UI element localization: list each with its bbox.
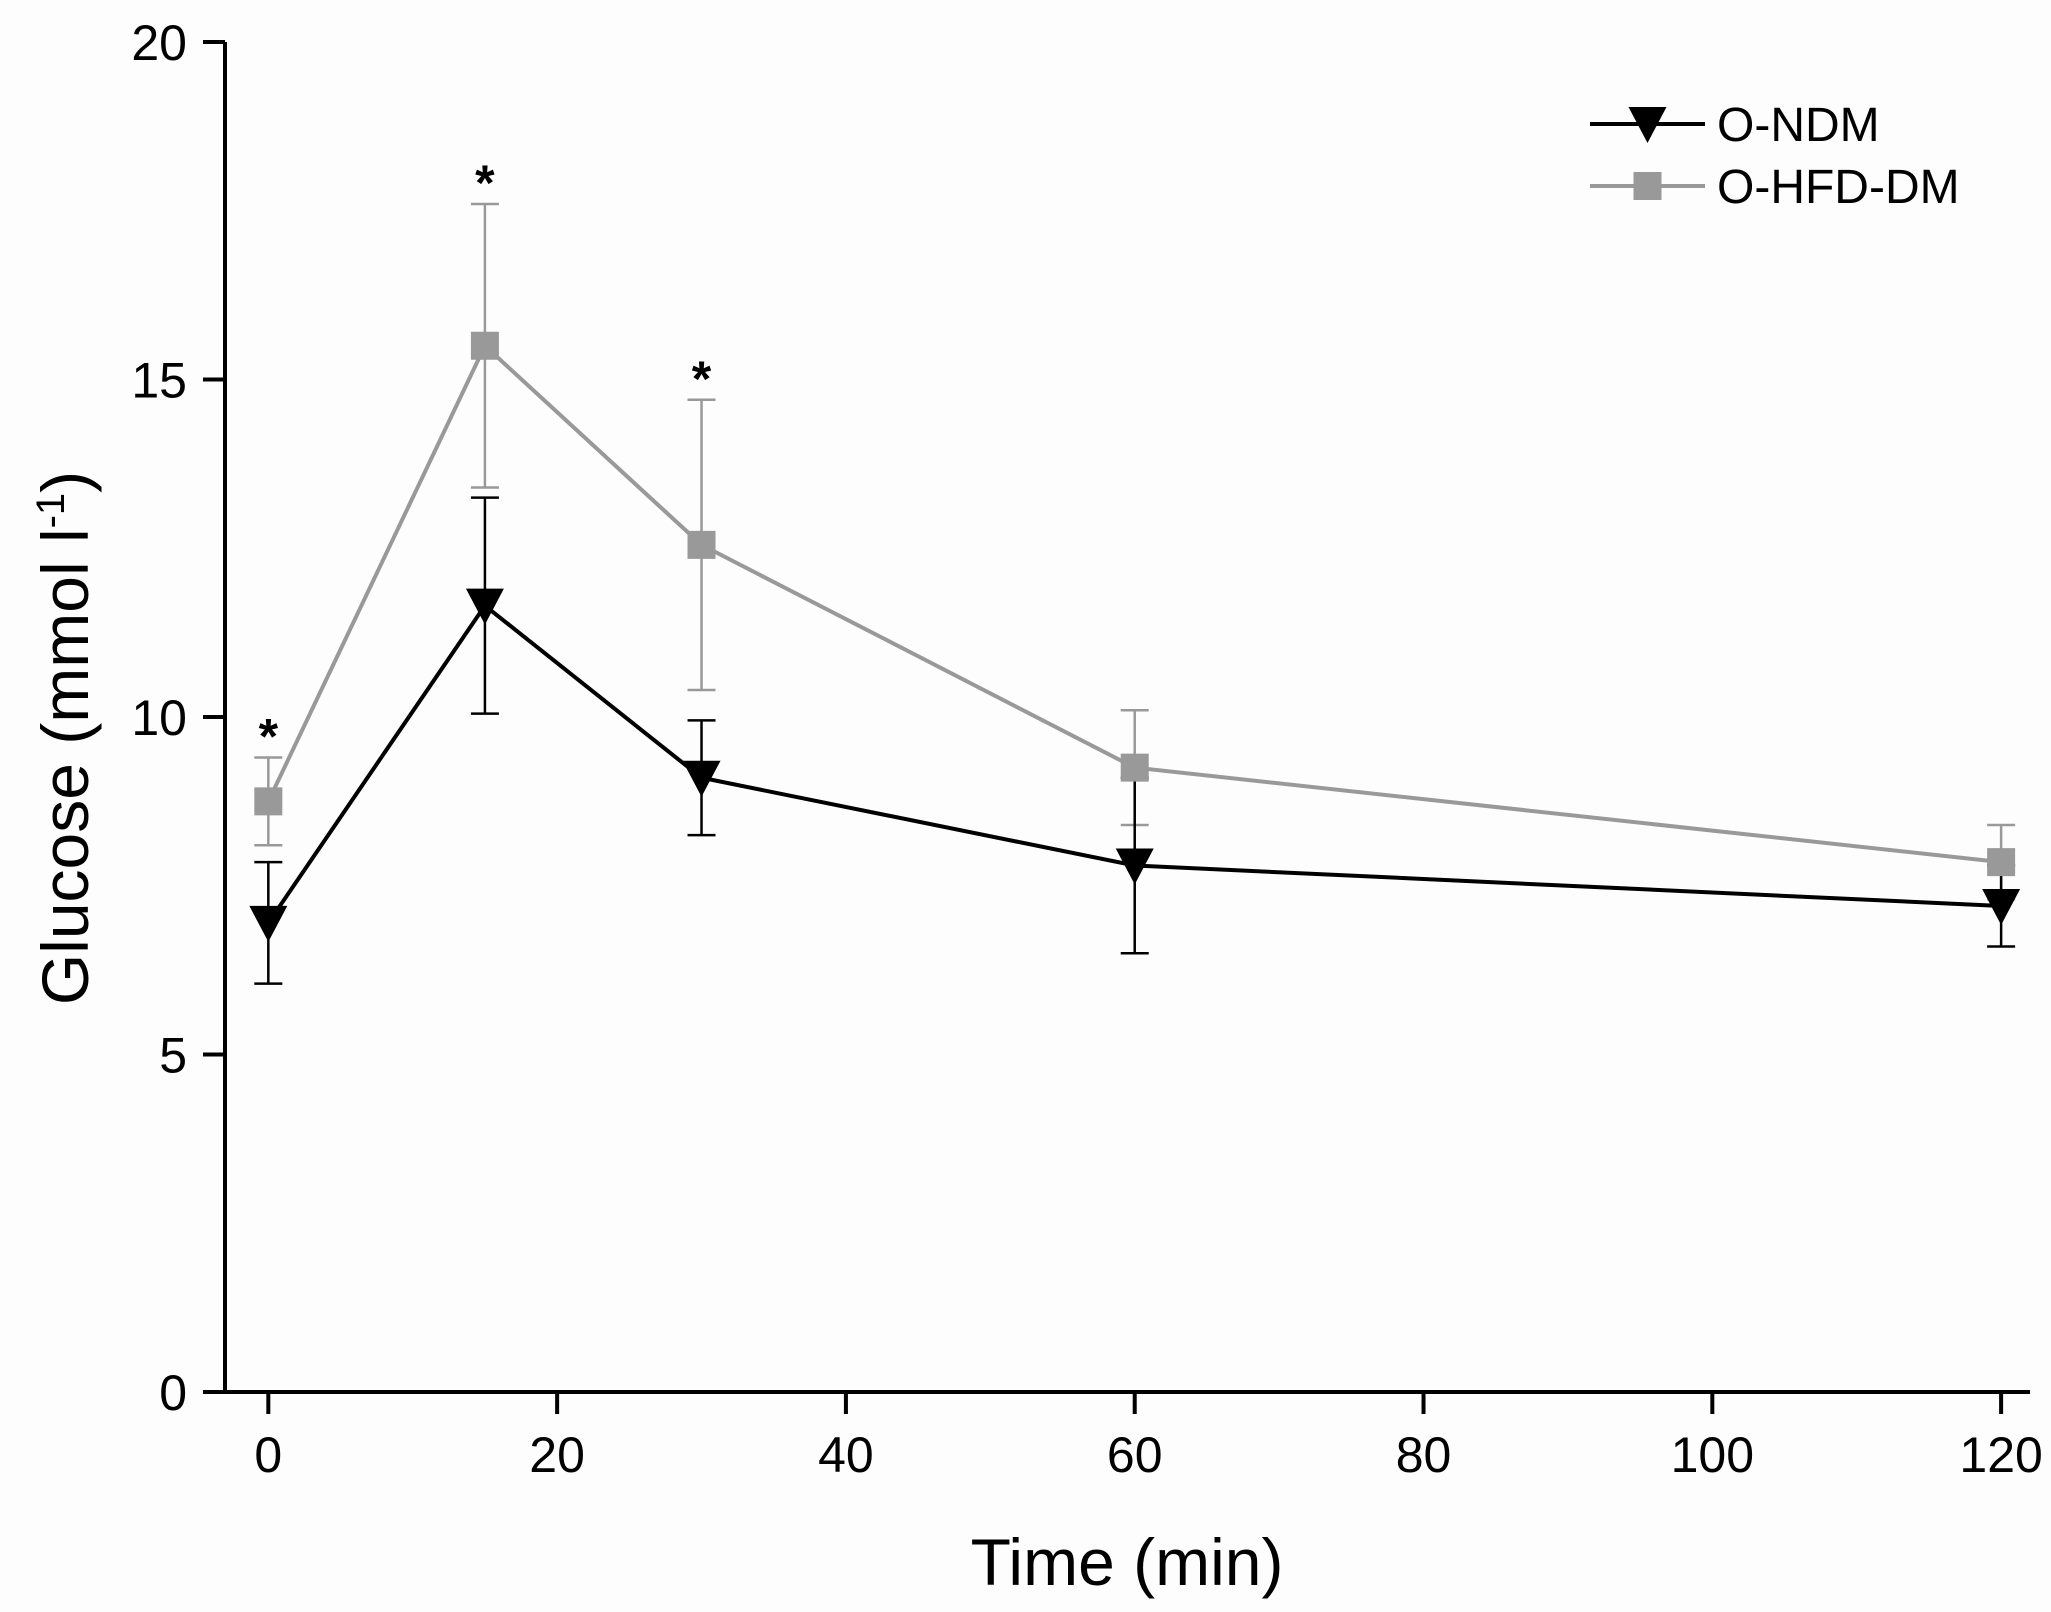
x-tick-label: 60 [1107, 1427, 1163, 1483]
y-axis-title-superscript: -1 [29, 493, 73, 529]
x-tick-label: 80 [1396, 1427, 1452, 1483]
legend-marker-o-ndm [1628, 107, 1667, 143]
x-tick-label: 20 [529, 1427, 585, 1483]
y-axis-title-close: ) [28, 471, 102, 493]
y-tick-label: 20 [131, 15, 187, 71]
data-point-o-hfd-dm [1120, 753, 1149, 782]
data-point-o-ndm [1115, 848, 1154, 885]
significance-star: * [692, 351, 712, 407]
legend-label-o-hfd-dm: O-HFD-DM [1717, 161, 1960, 214]
x-tick-label: 40 [818, 1427, 874, 1483]
data-point-o-hfd-dm [254, 787, 283, 816]
data-point-o-ndm [465, 588, 504, 625]
significance-markers: * * * [259, 155, 712, 765]
y-tick-label: 5 [159, 1028, 187, 1084]
significance-star: * [475, 155, 495, 211]
significance-star: * [259, 709, 279, 765]
data-point-o-hfd-dm [470, 331, 499, 360]
x-tick-label: 100 [1671, 1427, 1754, 1483]
y-tick-label: 10 [131, 690, 187, 746]
y-tick-label: 15 [131, 353, 187, 409]
legend-marker-o-hfd-dm [1633, 172, 1662, 200]
y-axis-title-main: Glucose (mmol l [28, 528, 102, 1005]
data-point-o-ndm [1982, 889, 2021, 925]
axes: 0 5 10 15 20 0 20 40 60 80 100 120 [131, 15, 2042, 1483]
legend-label-o-ndm: O-NDM [1717, 99, 1880, 152]
data-point-o-ndm [249, 905, 288, 942]
data-point-o-hfd-dm [687, 530, 716, 559]
legend: O-NDM O-HFD-DM [1590, 99, 1960, 214]
y-tick-label: 0 [159, 1365, 187, 1421]
series-markers [249, 331, 2021, 942]
x-tick-label: 0 [254, 1427, 282, 1483]
data-point-o-hfd-dm [1987, 848, 2016, 877]
y-axis-title: Glucose (mmol l-1) [28, 471, 102, 1005]
x-tick-label: 120 [1959, 1427, 2042, 1483]
data-point-o-ndm [682, 760, 721, 797]
x-axis-title: Time (min) [971, 1525, 1284, 1599]
